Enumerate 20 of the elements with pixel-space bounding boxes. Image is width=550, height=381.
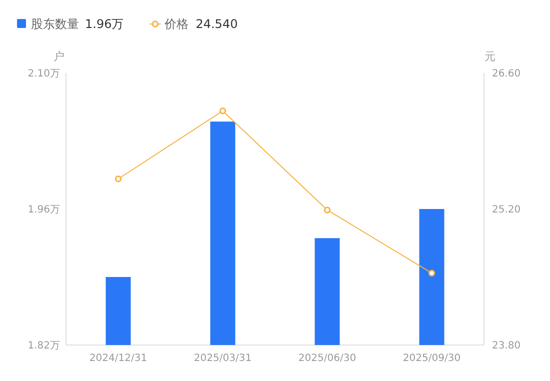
point [324,206,331,214]
text: 1.96万 [85,17,124,31]
x-tick-label: 2025/03/31 [194,353,252,364]
point [428,270,436,276]
y2-tick-label: 26.60 [492,68,521,80]
y-axis-title: 户 [54,50,64,63]
legend-label: 股东数量 [31,17,79,31]
text: 24.540 [196,17,238,31]
point [219,108,226,114]
x-tick-label: 2024/12/31 [89,353,148,364]
y2-axis-title: 元 [484,50,496,63]
x-tick-label: 2025/06/30 [298,353,356,364]
x-tick-label: 2025/09/30 [402,353,461,364]
y2-tick-label: 23.80 [492,340,521,352]
y-tick-label: 2.10万 [28,68,60,80]
y-tick-label: 1.96万 [28,204,60,216]
y-tick-label: 1.82万 [28,340,60,352]
point [114,176,122,182]
y2-tick-label: 25.20 [492,204,521,216]
legend-label: 价格 [164,17,189,31]
